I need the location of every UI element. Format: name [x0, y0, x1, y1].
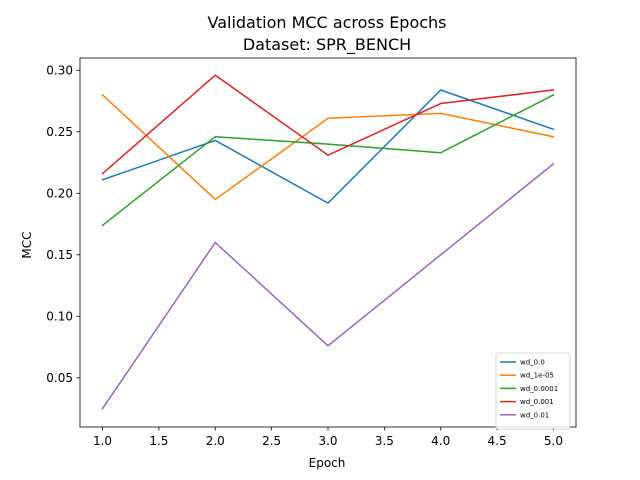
y-tick-label: 0.05 [46, 371, 73, 385]
chart-subtitle: Dataset: SPR_BENCH [243, 35, 411, 55]
x-axis-label: Epoch [309, 456, 346, 470]
x-tick-label: 2.0 [206, 434, 225, 448]
legend-label-0: wd_0.0 [520, 359, 545, 367]
legend-label-4: wd_0.01 [520, 411, 549, 419]
y-tick-label: 0.10 [46, 309, 73, 323]
y-tick-label: 0.15 [46, 248, 73, 262]
series-line-0 [101, 89, 555, 204]
x-axis-ticks: 1.0 1.5 2.0 2.5 3.0 3.5 4.0 4.5 5.0 [93, 427, 563, 448]
series-line-4 [101, 162, 555, 410]
y-tick-label: 0.30 [46, 63, 73, 77]
plot-lines [101, 74, 555, 410]
legend: wd_0.0 wd_1e-05 wd_0.0001 wd_0.001 wd_0.01 [495, 352, 571, 430]
series-line-3 [101, 74, 555, 175]
x-tick-label: 4.5 [488, 434, 507, 448]
x-tick-label: 3.5 [375, 434, 394, 448]
series-line-2 [101, 93, 555, 227]
legend-label-1: wd_1e-05 [520, 372, 554, 380]
series-line-1 [101, 93, 555, 201]
x-tick-label: 2.5 [262, 434, 281, 448]
y-tick-label: 0.20 [46, 186, 73, 200]
x-tick-label: 4.0 [431, 434, 450, 448]
y-axis-label: MCC [20, 231, 34, 258]
x-tick-label: 1.0 [93, 434, 112, 448]
y-axis-ticks: 0.05 0.10 0.15 0.20 0.25 0.30 [46, 63, 80, 385]
legend-label-2: wd_0.0001 [520, 385, 558, 393]
x-tick-label: 5.0 [544, 434, 563, 448]
chart-title: Validation MCC across Epochs [207, 13, 446, 32]
legend-label-3: wd_0.001 [520, 398, 554, 406]
legend-box [495, 352, 571, 430]
x-tick-label: 1.5 [149, 434, 168, 448]
y-tick-label: 0.25 [46, 125, 73, 139]
x-tick-label: 3.0 [318, 434, 337, 448]
